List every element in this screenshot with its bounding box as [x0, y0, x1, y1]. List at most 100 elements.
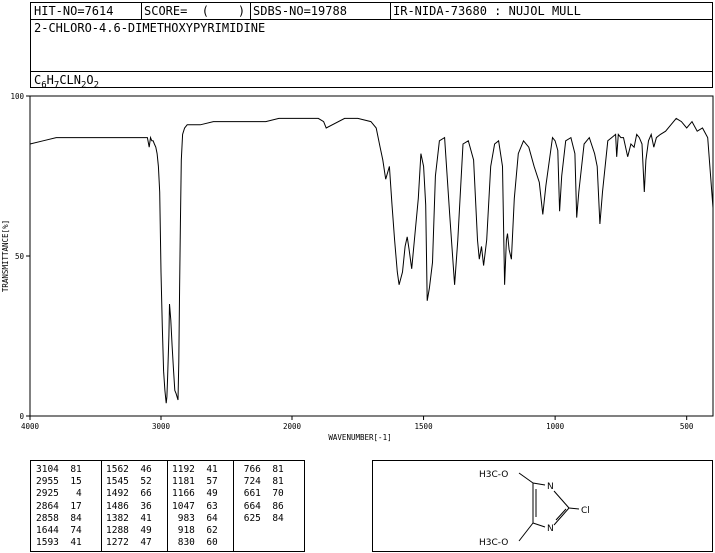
spectrum-line — [29, 117, 714, 404]
x-tick-label: 2000 — [283, 422, 302, 431]
peak-transmittance: 15 — [58, 476, 82, 488]
x-tick-label: 500 — [680, 422, 694, 431]
peak-column: 1192 41 1181 57 1166 49 1047 63 983 64 918 … — [172, 464, 218, 549]
peak-transmittance: 52 — [128, 476, 152, 488]
peak-row: 2858 84 — [36, 513, 82, 525]
header-box: HIT-NO=7614 SCORE= ( ) SDBS-NO=19788 IR-… — [30, 2, 713, 90]
peak-column: 3104 81 2955 15 2925 4 2864 17 2858 84 1644 7… — [36, 464, 82, 549]
column-divider — [167, 461, 168, 551]
peak-transmittance: 74 — [58, 525, 82, 537]
peak-row: 3104 81 — [36, 464, 82, 476]
chlorine: Cl — [581, 506, 590, 516]
compound-name: 2-CHLORO-4.6-DIMETHOXYPYRIMIDINE — [34, 21, 266, 35]
methoxy-bottom: H3C-O — [479, 538, 508, 548]
molecule-structure: H3C-O H3C-O N N Cl — [479, 470, 590, 548]
peak-transmittance: 41 — [194, 464, 218, 475]
methoxy-top: H3C-O — [479, 470, 508, 480]
ir-nida-info: IR-NIDA-73680 : NUJOL MULL — [393, 4, 581, 18]
peak-transmittance: 81 — [260, 476, 284, 488]
peak-row: 625 84 — [238, 513, 284, 525]
structure-box: H3C-O H3C-O N N Cl — [372, 460, 713, 552]
peak-transmittance: 57 — [194, 476, 218, 488]
peak-row: 1272 47 — [106, 537, 152, 549]
peak-wavenumber: 3104 — [36, 464, 59, 475]
peak-transmittance: 62 — [194, 525, 218, 537]
peak-wavenumber: 1486 — [106, 500, 129, 512]
y-axis: 0 50 100 — [10, 92, 30, 421]
peak-wavenumber: 1492 — [106, 488, 129, 500]
peak-row: 918 62 — [172, 525, 218, 537]
divider — [390, 3, 391, 19]
plot-frame — [29, 95, 714, 417]
peak-wavenumber: 1644 — [36, 525, 59, 537]
peak-row: 661 70 — [238, 488, 284, 500]
peak-row: 724 81 — [238, 476, 284, 488]
peak-row: 1192 41 — [172, 464, 218, 476]
peak-transmittance: 84 — [58, 512, 82, 524]
peak-wavenumber: 724 — [238, 476, 261, 488]
peak-wavenumber: 830 — [172, 537, 195, 549]
peak-transmittance: 64 — [194, 512, 218, 524]
ir-spectrum-chart: 0 50 100 4000 3000 2000 1500 1000 500 WAVENUMBE… — [1, 92, 714, 442]
peak-wavenumber: 1181 — [172, 476, 195, 488]
peak-wavenumber: 1562 — [106, 464, 129, 475]
peak-column: 766 81 724 81 661 70 664 86 625 84 — [238, 464, 284, 525]
peak-transmittance: 60 — [194, 537, 218, 549]
peak-row: 2955 15 — [36, 476, 82, 488]
peak-wavenumber: 1272 — [106, 537, 129, 549]
peak-transmittance: 66 — [128, 488, 152, 500]
peak-row: 983 64 — [172, 513, 218, 525]
peak-row: 1644 74 — [36, 525, 82, 537]
x-axis-label: WAVENUMBER[-1] — [328, 433, 391, 442]
peak-row: 1047 63 — [172, 501, 218, 513]
x-tick-label: 4000 — [21, 422, 40, 431]
peak-wavenumber: 1047 — [172, 500, 195, 512]
peak-transmittance: 81 — [260, 464, 284, 475]
peak-column: 1562 46 1545 52 1492 66 1486 36 1382 41 1288 … — [106, 464, 152, 549]
peak-row: 1181 57 — [172, 476, 218, 488]
peak-transmittance: 41 — [58, 537, 82, 549]
score: SCORE= ( ) — [144, 4, 246, 18]
peak-transmittance: 4 — [58, 488, 82, 500]
peak-row: 2925 4 — [36, 488, 82, 500]
peak-row: 1492 66 — [106, 488, 152, 500]
y-tick-label: 0 — [19, 412, 24, 421]
peak-wavenumber: 1166 — [172, 488, 195, 500]
peak-wavenumber: 1288 — [106, 525, 129, 537]
y-axis-label: TRANSMITTANCE[%] — [1, 220, 10, 292]
peak-transmittance: 49 — [128, 525, 152, 537]
peak-wavenumber: 918 — [172, 525, 195, 537]
peak-row: 2864 17 — [36, 501, 82, 513]
peak-wavenumber: 983 — [172, 512, 195, 524]
peak-transmittance: 81 — [58, 464, 82, 475]
x-tick-label: 1500 — [415, 422, 434, 431]
peak-transmittance: 86 — [260, 500, 284, 512]
peak-row: 1545 52 — [106, 476, 152, 488]
peak-wavenumber: 1382 — [106, 512, 129, 524]
header-row: HIT-NO=7614 SCORE= ( ) SDBS-NO=19788 IR-… — [31, 3, 712, 20]
x-axis: 4000 3000 2000 1500 1000 500 — [21, 416, 694, 431]
peak-wavenumber: 1192 — [172, 464, 195, 475]
peak-wavenumber: 661 — [238, 488, 261, 500]
peak-row: 664 86 — [238, 501, 284, 513]
y-tick-label: 50 — [15, 252, 25, 261]
column-divider — [233, 461, 234, 551]
peak-transmittance: 47 — [128, 537, 152, 549]
column-divider — [101, 461, 102, 551]
peak-wavenumber: 2864 — [36, 500, 59, 512]
peak-transmittance: 70 — [260, 488, 284, 500]
nitrogen-bottom: N — [547, 524, 554, 534]
molecular-formula: C6H7CLN2O2 — [34, 73, 100, 91]
peak-row: 1593 41 — [36, 537, 82, 549]
x-tick-label: 1000 — [546, 422, 565, 431]
peak-transmittance: 41 — [128, 512, 152, 524]
peak-wavenumber: 664 — [238, 500, 261, 512]
peak-transmittance: 84 — [260, 512, 284, 524]
peak-wavenumber: 2955 — [36, 476, 59, 488]
x-tick-label: 3000 — [152, 422, 171, 431]
peak-transmittance: 46 — [128, 464, 152, 475]
peak-row: 1382 41 — [106, 513, 152, 525]
peak-row: 1562 46 — [106, 464, 152, 476]
formula-box: C6H7CLN2O2 — [31, 71, 712, 90]
peak-row: 1486 36 — [106, 501, 152, 513]
